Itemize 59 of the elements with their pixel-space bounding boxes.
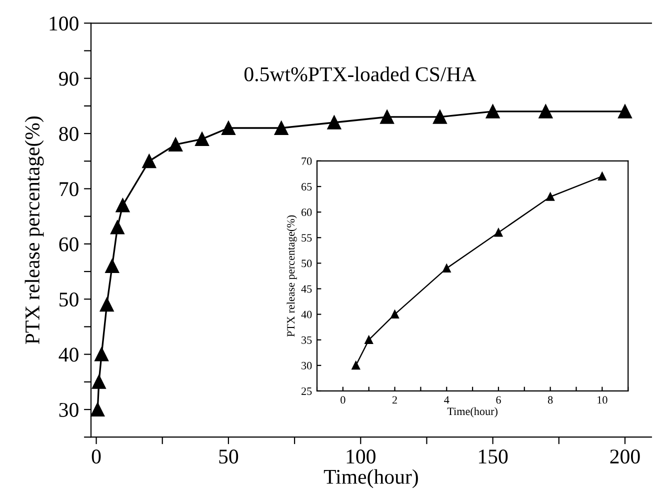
- y-tick-label: 60: [59, 237, 78, 252]
- point: [195, 132, 209, 146]
- y-tick-label: 80: [59, 126, 78, 141]
- point: [598, 172, 606, 180]
- y-tick-label: 60: [302, 208, 312, 216]
- point: [546, 192, 554, 201]
- y-tick-label: 30: [59, 402, 78, 417]
- y-tick-label: 35: [302, 336, 312, 344]
- point: [94, 347, 109, 362]
- y-tick-label: 40: [301, 310, 312, 318]
- point: [142, 154, 156, 168]
- x-tick-label: 4: [444, 396, 450, 404]
- y-tick-label: 30: [302, 362, 312, 370]
- point: [538, 104, 553, 118]
- point: [442, 264, 451, 272]
- point: [92, 374, 106, 389]
- point: [364, 336, 374, 344]
- point: [327, 116, 342, 130]
- x-tick-label: 150: [479, 450, 508, 464]
- y-tick-label: 65: [302, 183, 312, 190]
- point: [110, 220, 124, 234]
- y-tick-label: 25: [302, 387, 312, 395]
- y-tick-label: 55: [302, 234, 312, 242]
- x-tick-label: 50: [219, 450, 238, 464]
- y-tick-label: 45: [301, 285, 312, 293]
- point: [618, 104, 632, 118]
- y-axis-title: PTX release percentage(%): [24, 116, 44, 344]
- point: [494, 228, 503, 237]
- y-tick-label: 40: [58, 348, 78, 362]
- point: [116, 198, 130, 212]
- y-tick-label: 100: [50, 16, 78, 31]
- point: [168, 138, 183, 152]
- point: [90, 402, 105, 416]
- x-tick-label: 10: [598, 396, 608, 404]
- x-axis-title: Time(hour): [324, 469, 418, 488]
- text: 0.5wt%PTX-loaded CS/HA: [244, 66, 476, 82]
- y-tick-label: 70: [60, 182, 78, 196]
- y-tick-label: 50: [60, 292, 78, 307]
- x-tick-label: 100: [346, 450, 376, 464]
- point: [100, 298, 114, 312]
- point: [352, 361, 360, 370]
- y-tick-label: 50: [302, 260, 312, 268]
- point: [222, 121, 236, 135]
- x-tick-label: 200: [610, 450, 640, 464]
- y-tick-label: 90: [59, 72, 78, 86]
- point: [274, 121, 288, 135]
- point: [105, 259, 120, 273]
- x-tick-label: 0: [340, 396, 346, 404]
- x-tick-label: 0: [92, 450, 101, 464]
- x-axis-title: Time(hour): [447, 407, 498, 418]
- x-tick-label: 6: [496, 396, 501, 404]
- y-tick-label: 70: [302, 157, 312, 165]
- point: [390, 310, 399, 318]
- y-axis-title: PTX release percentage(%): [286, 215, 297, 337]
- point: [432, 110, 447, 124]
- point: [380, 110, 394, 124]
- x-tick-label: 2: [392, 396, 397, 404]
- point: [486, 104, 500, 118]
- x-tick-label: 8: [548, 396, 553, 404]
